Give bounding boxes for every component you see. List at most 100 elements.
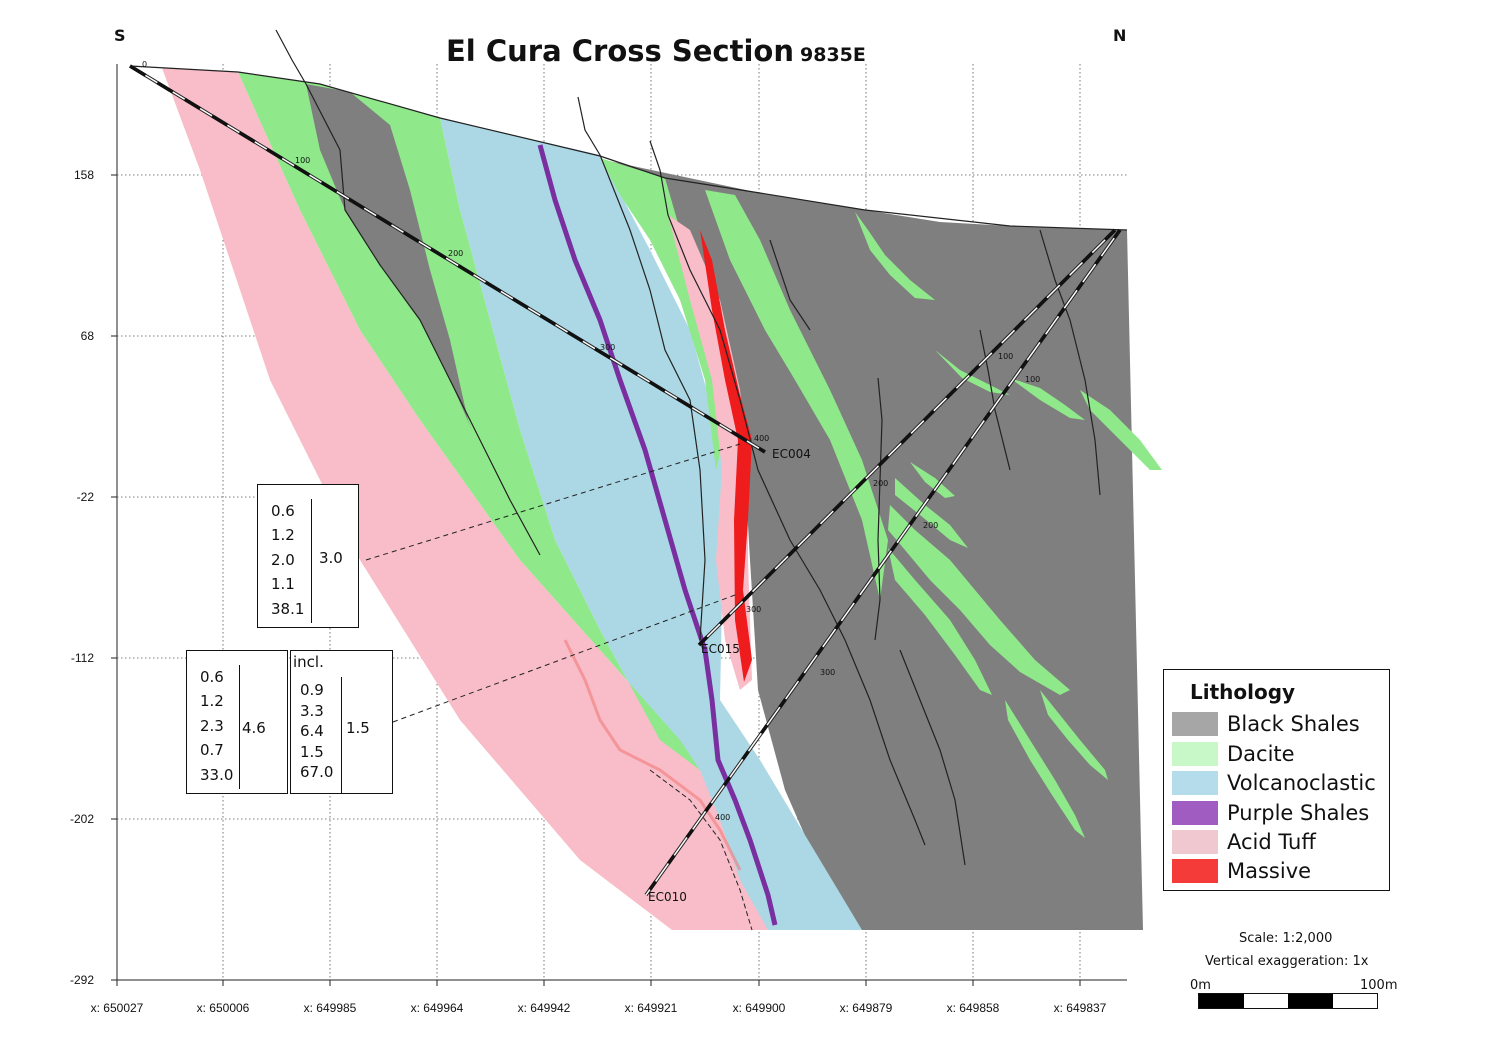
drillhole-label: EC015 [701, 642, 740, 656]
dacite-dyke [895, 478, 968, 548]
y-tick-label: -112 [70, 651, 94, 665]
y-tick-label: 158 [73, 168, 94, 182]
assay-value: 2.0 [271, 550, 295, 569]
drillhole-label: EC004 [772, 447, 811, 461]
acid-tuff-unit [162, 68, 790, 930]
depth-mark: 200 [448, 249, 464, 258]
x-tick-label: x: 649837 [1053, 1001, 1107, 1015]
depth-mark: 400 [715, 813, 731, 822]
depth-mark: 400 [754, 434, 770, 443]
legend-item-massive: Massive [1172, 857, 1311, 885]
depth-mark: 100 [1025, 375, 1041, 384]
legend-item-dacite: Dacite [1172, 740, 1295, 768]
x-tick-label: x: 649879 [839, 1001, 893, 1015]
assay-value: 67.0 [300, 763, 334, 782]
assay-value: 0.9 [300, 681, 324, 699]
dacite-dyke [888, 505, 1070, 695]
assay-value: 0.7 [200, 741, 224, 760]
assay-value: 1.2 [200, 692, 224, 711]
assay-value: 1.2 [271, 526, 295, 545]
drillhole-label: EC010 [648, 890, 687, 904]
assay-value: 0.6 [200, 668, 224, 686]
y-tick-label: -292 [69, 973, 94, 987]
scale-ratio: Scale: 1:2,000 [1239, 931, 1333, 946]
assay-average: 4.6 [242, 719, 266, 737]
assay-average: 3.0 [319, 549, 343, 567]
title-text: El Cura Cross Section [446, 34, 794, 68]
dacite-dyke [1080, 390, 1162, 470]
x-tick-label: x: 649942 [517, 1001, 571, 1015]
volcanoclastic-swatch [1172, 771, 1218, 795]
legend-label: Massive [1227, 859, 1312, 883]
x-tick-label: x: 649985 [303, 1001, 357, 1015]
legend-item-volcanoclastic: Volcanoclastic [1172, 769, 1376, 797]
black-shales-swatch [1172, 712, 1218, 736]
depth-mark: 200 [873, 479, 889, 488]
x-tick-label: x: 650006 [196, 1001, 250, 1015]
drillhole-traces [129, 64, 1122, 897]
acid-tuff-lens [563, 639, 742, 871]
assay-box-incl: incl. 0.9 3.3 6.4 1.5 67.0 1.5 [290, 650, 393, 794]
legend-item-black-shales: Black Shales [1172, 710, 1360, 738]
y-tick-label: -202 [69, 812, 94, 826]
x-tick-label: x: 649900 [732, 1001, 786, 1015]
compass-north: N [1113, 26, 1127, 45]
assay-box-upper: 0.6 1.2 2.0 1.1 38.1 3.0 [257, 484, 359, 628]
assay-value: 38.1 [271, 599, 305, 618]
dacite-swatch [1172, 742, 1218, 766]
assay-value: 2.3 [200, 716, 224, 735]
assay-box-lower: 0.6 1.2 2.3 0.7 33.0 4.6 [186, 650, 288, 794]
purple-shales-swatch [1172, 801, 1218, 825]
purple-shales-band [537, 144, 778, 926]
depth-mark: 0 [142, 60, 148, 69]
legend-title: Lithology [1190, 680, 1296, 704]
depth-mark: 300 [746, 605, 762, 614]
legend-item-acid-tuff: Acid Tuff [1172, 828, 1316, 856]
depth-mark: 300 [820, 668, 836, 677]
assay-value: 33.0 [200, 765, 234, 784]
assay-value: 1.1 [271, 575, 295, 594]
legend-label: Dacite [1227, 742, 1295, 766]
incl-label: incl. [293, 653, 324, 671]
assay-value: 1.5 [300, 742, 324, 761]
x-tick-label: x: 649858 [946, 1001, 1000, 1015]
acid-tuff-swatch [1172, 830, 1218, 854]
depth-mark: 300 [600, 343, 616, 352]
depth-mark: 200 [923, 521, 939, 530]
scale-start: 0m [1190, 978, 1211, 993]
y-tick-label: -22 [76, 490, 94, 504]
legend-item-purple-shales: Purple Shales [1172, 799, 1369, 827]
depth-mark: 100 [295, 156, 311, 165]
dacite-unit [238, 72, 700, 770]
massive-swatch [1172, 859, 1218, 883]
assay-value: 3.3 [300, 701, 324, 720]
x-tick-label: x: 649964 [410, 1001, 464, 1015]
section-id: 9835E [800, 44, 866, 66]
scale-end: 100m [1360, 978, 1398, 993]
legend-label: Purple Shales [1227, 801, 1370, 825]
compass-south: S [114, 26, 126, 45]
dacite-dyke [888, 548, 992, 695]
y-tick-label: 68 [80, 329, 94, 343]
assay-value: 0.6 [271, 502, 295, 520]
legend-label: Black Shales [1227, 712, 1360, 736]
vertical-exaggeration: Vertical exaggeration: 1x [1205, 954, 1369, 969]
lithology-legend: Lithology Black Shales Dacite Volcanocla… [1163, 669, 1390, 891]
legend-label: Acid Tuff [1227, 830, 1316, 854]
dacite-dyke [1040, 690, 1108, 780]
dacite-dyke [1005, 700, 1085, 838]
x-tick-label: x: 650027 [90, 1001, 144, 1015]
assay-value: 6.4 [300, 722, 324, 741]
assay-average: 1.5 [346, 719, 370, 737]
dacite-unit [705, 190, 888, 600]
dacite-dyke [910, 462, 955, 498]
massive-lens [700, 230, 752, 682]
page-title: El Cura Cross Section 9835E [446, 34, 866, 68]
acid-tuff-unit [668, 215, 752, 690]
black-shales-unit [306, 84, 472, 430]
legend-label: Volcanoclastic [1227, 771, 1376, 795]
x-tick-label: x: 649921 [624, 1001, 678, 1015]
volcanoclastic-unit [440, 118, 862, 930]
scale-bar [1198, 993, 1378, 1009]
